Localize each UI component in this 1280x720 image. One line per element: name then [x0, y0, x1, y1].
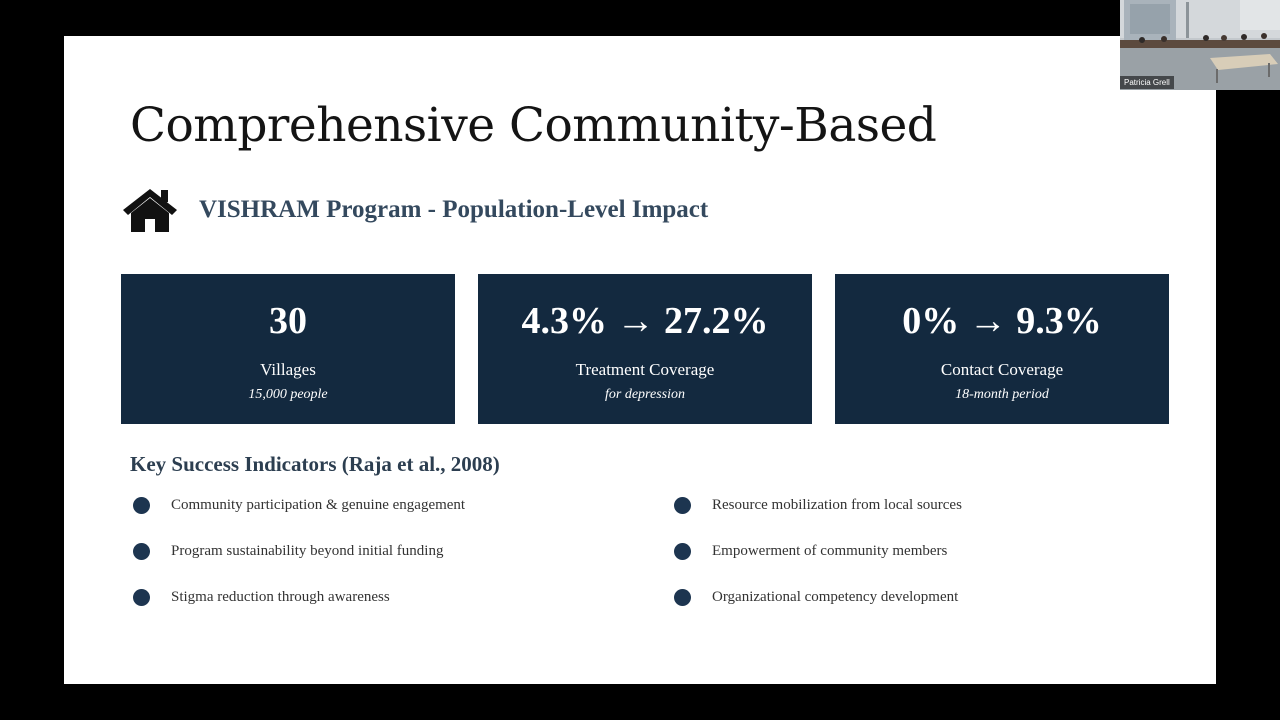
- home-icon: [123, 189, 177, 232]
- stat-card-contact-coverage: 0% → 9.3% Contact Coverage 18-month peri…: [835, 274, 1169, 424]
- conference-room-video: [1120, 0, 1280, 90]
- program-header: VISHRAM Program - Population-Level Impac…: [121, 186, 708, 234]
- participant-video-tile[interactable]: Patricia Grell: [1120, 0, 1280, 90]
- indicator-item: Community participation & genuine engage…: [133, 494, 465, 516]
- bullet-dot: [133, 588, 150, 606]
- indicator-item: Organizational competency development: [674, 586, 958, 608]
- slide-title: Comprehensive Community-Based: [130, 98, 937, 153]
- stat-label: Treatment Coverage: [575, 360, 715, 379]
- presentation-slide: Comprehensive Community-Based VISHRAM Pr…: [64, 36, 1216, 684]
- bullet-dot: [133, 542, 150, 560]
- indicator-text: Empowerment of community members: [712, 542, 948, 559]
- bullet-dot: [674, 496, 691, 514]
- stat-label: Villages: [260, 360, 316, 379]
- stat-card-treatment-coverage: 4.3% → 27.2% Treatment Coverage for depr…: [478, 274, 812, 424]
- indicator-text: Community participation & genuine engage…: [171, 496, 466, 513]
- program-heading: VISHRAM Program - Population-Level Impac…: [199, 196, 709, 223]
- stat-value: 4.3% → 27.2%: [521, 300, 769, 342]
- stat-sublabel: 15,000 people: [248, 387, 328, 402]
- indicator-text: Stigma reduction through awareness: [171, 588, 390, 605]
- bullet-dot: [674, 542, 691, 560]
- indicator-item: Resource mobilization from local sources: [674, 494, 962, 516]
- bullet-dot: [674, 588, 691, 606]
- stat-sublabel: for depression: [605, 387, 685, 402]
- indicator-text: Organizational competency development: [712, 588, 959, 605]
- indicator-text: Program sustainability beyond initial fu…: [171, 542, 444, 559]
- stat-label: Contact Coverage: [940, 360, 1064, 379]
- indicator-text: Resource mobilization from local sources: [712, 496, 962, 513]
- stat-sublabel: 18-month period: [955, 387, 1049, 402]
- bullet-dot: [133, 496, 150, 514]
- indicator-item: Program sustainability beyond initial fu…: [133, 540, 443, 562]
- indicator-item: Stigma reduction through awareness: [133, 586, 390, 608]
- indicators-heading: Key Success Indicators (Raja et al., 200…: [130, 452, 500, 476]
- indicator-item: Empowerment of community members: [674, 540, 947, 562]
- stat-card-villages: 30 Villages 15,000 people: [121, 274, 455, 424]
- participant-name-label: Patricia Grell: [1120, 76, 1174, 89]
- stat-value: 30: [269, 300, 307, 342]
- stat-value: 0% → 9.3%: [902, 300, 1102, 342]
